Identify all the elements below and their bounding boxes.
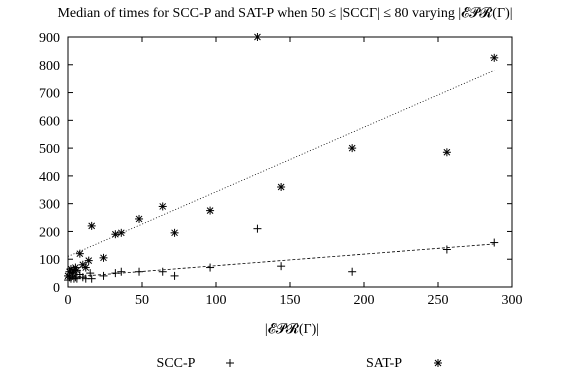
y-tick-label: 200: [39, 225, 60, 240]
x-tick-label: 300: [502, 293, 523, 308]
point-scc-p: [86, 269, 94, 277]
point-sat-p: [490, 54, 498, 62]
point-sat-p: [253, 33, 261, 41]
point-scc-p: [277, 262, 285, 270]
legend: SCC-P SAT-P: [157, 356, 442, 371]
point-sat-p: [76, 250, 84, 258]
y-tick-label: 800: [39, 59, 60, 74]
y-tick-label: 700: [39, 87, 60, 102]
point-sat-p: [88, 222, 96, 230]
x-tick-label: 150: [280, 293, 301, 308]
point-scc-p: [111, 269, 119, 277]
x-axis-label: |𝓔𝓟𝓡(Γ)|: [265, 321, 319, 337]
point-sat-p: [348, 144, 356, 152]
data-points: [64, 33, 498, 284]
x-tick-label: 100: [206, 293, 227, 308]
y-tick-label: 100: [39, 253, 60, 268]
legend-label-scc-p: SCC-P: [157, 356, 196, 371]
point-sat-p: [443, 148, 451, 156]
trend-lines: [68, 70, 494, 277]
trend-line-scc-p: [68, 244, 494, 277]
point-scc-p: [443, 246, 451, 254]
point-sat-p: [277, 183, 285, 191]
point-scc-p: [253, 225, 261, 233]
point-sat-p: [171, 229, 179, 237]
x-tick-label: 200: [354, 293, 375, 308]
chart-title: Median of times for SCC-P and SAT-P when…: [57, 5, 512, 21]
point-scc-p: [206, 264, 214, 272]
point-scc-p: [171, 272, 179, 280]
legend-marker-sat-p: [434, 359, 442, 367]
point-sat-p: [206, 207, 214, 215]
point-sat-p: [117, 229, 125, 237]
point-sat-p: [135, 215, 143, 223]
legend-marker-scc-p: [226, 359, 234, 367]
point-scc-p: [490, 239, 498, 247]
point-sat-p: [85, 257, 93, 265]
point-scc-p: [348, 268, 356, 276]
point-scc-p: [117, 268, 125, 276]
point-scc-p: [135, 268, 143, 276]
trend-line-sat-p: [68, 70, 494, 256]
y-tick-label: 500: [39, 142, 60, 157]
y-tick-label: 900: [39, 31, 60, 46]
x-tick-label: 250: [428, 293, 449, 308]
point-sat-p: [111, 230, 119, 238]
y-tick-label: 300: [39, 198, 60, 213]
y-tick-label: 0: [53, 281, 60, 296]
y-tick-label: 400: [39, 170, 60, 185]
point-sat-p: [159, 202, 167, 210]
legend-label-sat-p: SAT-P: [366, 356, 402, 371]
point-scc-p: [159, 268, 167, 276]
y-tick-label: 600: [39, 114, 60, 129]
x-tick-label: 0: [65, 293, 72, 308]
point-sat-p: [82, 264, 90, 272]
point-scc-p: [100, 272, 108, 280]
point-sat-p: [100, 254, 108, 262]
x-tick-label: 50: [135, 293, 149, 308]
